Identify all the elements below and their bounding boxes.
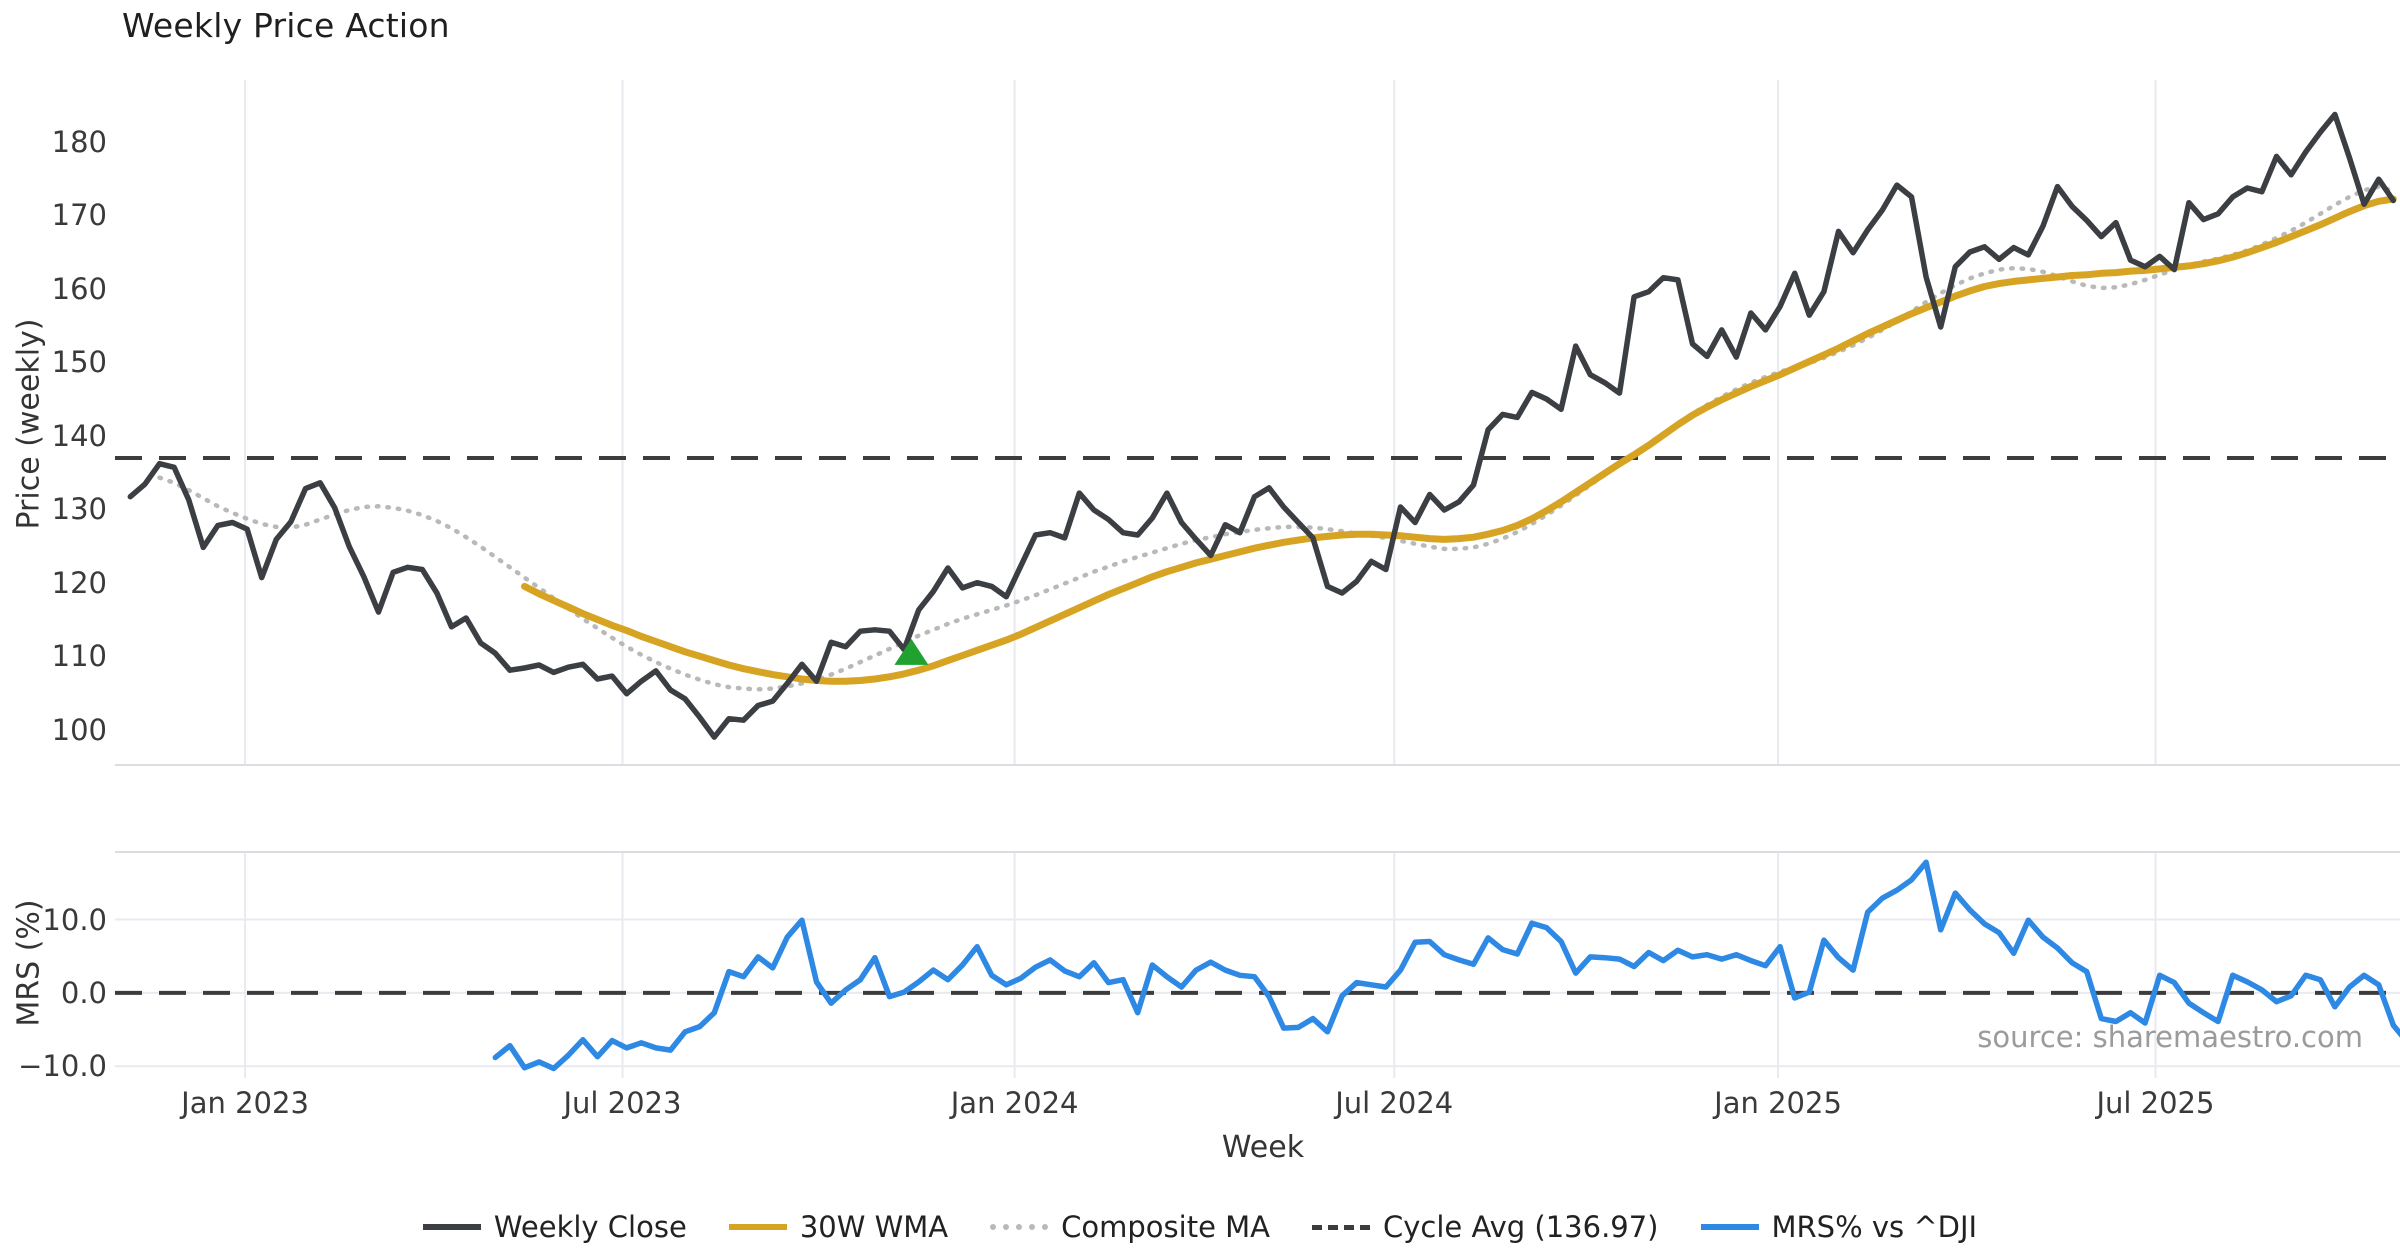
price-axis-title: Price (weekly) [11,318,47,530]
price-tick-label: 110 [51,639,107,674]
cycle-avg-swatch-icon [1312,1224,1370,1230]
composite-swatch-icon [990,1224,1049,1230]
x-tick-label: Jan 2023 [181,1086,309,1120]
x-axis-title: Week [1221,1130,1305,1165]
price-tick-label: 150 [51,345,107,380]
mrs-line [492,859,2400,1072]
mrs-swatch-icon [1700,1224,1759,1230]
panel-spines [115,764,2400,853]
legend-item-mrs: MRS% vs ^DJI [1700,1210,1978,1244]
wma-swatch-icon [728,1224,787,1230]
price-tick-label: 160 [51,271,107,306]
series-lines [115,111,2400,1072]
x-tick-label: Jan 2025 [1714,1086,1842,1120]
legend-item-composite-ma: Composite MA [990,1210,1270,1244]
price-tick-label: 180 [51,124,107,159]
wma-30w-line [521,195,2397,685]
legend-label: MRS% vs ^DJI [1771,1210,1978,1244]
page-title: Weekly Price Action [122,6,450,45]
legend: Weekly Close 30W WMA Composite MA Cycle … [0,1210,2400,1244]
mrs-tick-label: 0.0 [60,975,107,1010]
composite-ma-line [157,184,2396,692]
legend-item-weekly-close: Weekly Close [422,1210,687,1244]
price-tick-label: 100 [51,712,107,747]
gridlines [115,80,2400,1078]
legend-item-cycle-avg: Cycle Avg (136.97) [1312,1210,1659,1244]
x-tick-label: Jan 2024 [950,1086,1079,1120]
x-tick-label: Jul 2024 [1335,1086,1454,1120]
price-tick-label: 170 [51,198,107,233]
weekly-close-swatch-icon [422,1224,481,1230]
legend-label: Composite MA [1061,1210,1270,1244]
mrs-axis-title: MRS (%) [11,899,47,1027]
x-tick-label: Jul 2025 [2096,1086,2215,1120]
price-tick-label: 120 [51,565,107,600]
weekly-close-line [127,111,2397,740]
buy-signal-marker [894,638,929,665]
legend-label: Cycle Avg (136.97) [1383,1210,1659,1244]
legend-item-30w-wma: 30W WMA [728,1210,949,1244]
legend-label: Weekly Close [493,1210,687,1244]
price-tick-label: 130 [51,492,107,527]
price-tick-label: 140 [51,418,107,453]
mrs-tick-label: 10.0 [42,902,107,937]
x-tick-label: Jul 2023 [563,1086,682,1120]
mrs-tick-label: −10.0 [18,1049,107,1084]
source-watermark: source: sharemaestro.com [1977,1020,2363,1054]
legend-label: 30W WMA [799,1210,949,1244]
